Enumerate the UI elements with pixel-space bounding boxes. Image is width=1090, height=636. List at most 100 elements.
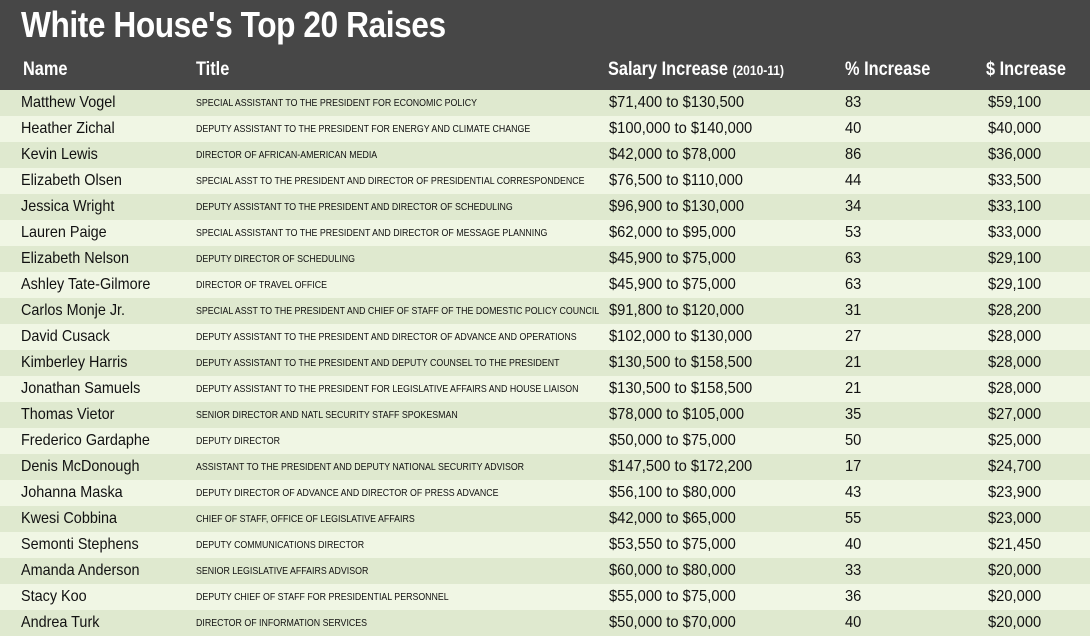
cell-percent: 36 — [845, 588, 862, 605]
cell-salary: $147,500 to $172,200 — [609, 458, 753, 475]
cell-salary: $130,500 to $158,500 — [609, 380, 753, 397]
cell-title: SPECIAL ASST TO THE PRESIDENT AND CHIEF … — [196, 305, 600, 317]
table-row: Semonti Stephens DEPUTY COMMUNICATIONS DI… — [0, 532, 1090, 558]
cell-dollar: $40,000 — [988, 120, 1042, 137]
cell-percent: 21 — [845, 380, 862, 397]
cell-title: DEPUTY CHIEF OF STAFF FOR PRESIDENTIAL P… — [196, 591, 449, 603]
cell-title: DEPUTY DIRECTOR OF ADVANCE AND DIRECTOR … — [196, 487, 499, 499]
cell-salary: $42,000 to $78,000 — [609, 146, 736, 163]
cell-percent: 31 — [845, 302, 862, 319]
cell-percent: 17 — [845, 458, 862, 475]
table-row: Kevin Lewis DIRECTOR OF AFRICAN-AMERICAN … — [0, 142, 1090, 168]
cell-dollar: $25,000 — [988, 432, 1042, 449]
cell-salary: $60,000 to $80,000 — [609, 562, 736, 579]
cell-dollar: $20,000 — [988, 614, 1042, 631]
header-name: Name — [23, 59, 68, 80]
cell-name: David Cusack — [21, 328, 110, 345]
cell-dollar: $28,000 — [988, 354, 1042, 371]
cell-salary: $50,000 to $75,000 — [609, 432, 736, 449]
cell-title: DEPUTY DIRECTOR OF SCHEDULING — [196, 253, 355, 265]
cell-title: DEPUTY ASSISTANT TO THE PRESIDENT AND DI… — [196, 201, 513, 213]
cell-salary: $55,000 to $75,000 — [609, 588, 736, 605]
table-row: Amanda Anderson SENIOR LEGISLATIVE AFFAIR… — [0, 558, 1090, 584]
cell-title: SPECIAL ASST TO THE PRESIDENT AND DIRECT… — [196, 175, 585, 187]
cell-name: Heather Zichal — [21, 120, 115, 137]
cell-percent: 53 — [845, 224, 862, 241]
table-row: Stacy Koo DEPUTY CHIEF OF STAFF FOR PRESI… — [0, 584, 1090, 610]
cell-name: Lauren Paige — [21, 224, 107, 241]
cell-salary: $100,000 to $140,000 — [609, 120, 753, 137]
cell-dollar: $28,000 — [988, 328, 1042, 345]
cell-percent: 21 — [845, 354, 862, 371]
cell-name: Jonathan Samuels — [21, 380, 141, 397]
cell-salary: $76,500 to $110,000 — [609, 172, 743, 189]
cell-percent: 43 — [845, 484, 862, 501]
cell-title: DEPUTY DIRECTOR — [196, 435, 280, 447]
cell-percent: 33 — [845, 562, 862, 579]
cell-title: CHIEF OF STAFF, OFFICE OF LEGISLATIVE AF… — [196, 513, 415, 525]
table-row: Heather Zichal DEPUTY ASSISTANT TO THE PR… — [0, 116, 1090, 142]
table-row: Johanna Maska DEPUTY DIRECTOR OF ADVANCE … — [0, 480, 1090, 506]
chart-title: White House's Top 20 Raises — [21, 4, 446, 45]
cell-title: DIRECTOR OF TRAVEL OFFICE — [196, 279, 328, 291]
cell-name: Frederico Gardaphe — [21, 432, 150, 449]
cell-percent: 50 — [845, 432, 862, 449]
cell-name: Ashley Tate-Gilmore — [21, 276, 151, 293]
table-row: Thomas Vietor SENIOR DIRECTOR AND NATL SE… — [0, 402, 1090, 428]
table-row: Carlos Monje Jr. SPECIAL ASST TO THE PRES… — [0, 298, 1090, 324]
table-row: Denis McDonough ASSISTANT TO THE PRESIDEN… — [0, 454, 1090, 480]
table-header: Name Title Salary Increase (2010-11) % I… — [0, 56, 1090, 86]
cell-name: Semonti Stephens — [21, 536, 139, 553]
header-percent: % Increase — [845, 59, 931, 80]
cell-dollar: $24,700 — [988, 458, 1042, 475]
cell-dollar: $36,000 — [988, 146, 1042, 163]
table-row: Andrea Turk DIRECTOR OF INFORMATION SERVI… — [0, 610, 1090, 636]
cell-name: Carlos Monje Jr. — [21, 302, 126, 319]
cell-percent: 55 — [845, 510, 862, 527]
cell-salary: $62,000 to $95,000 — [609, 224, 736, 241]
cell-dollar: $23,000 — [988, 510, 1042, 527]
cell-dollar: $33,100 — [988, 198, 1042, 215]
cell-title: DEPUTY ASSISTANT TO THE PRESIDENT FOR LE… — [196, 383, 579, 395]
table-row: Elizabeth Olsen SPECIAL ASST TO THE PRESI… — [0, 168, 1090, 194]
header-dollar: $ Increase — [986, 59, 1066, 80]
cell-name: Matthew Vogel — [21, 94, 116, 111]
cell-percent: 35 — [845, 406, 862, 423]
cell-name: Johanna Maska — [21, 484, 123, 501]
cell-salary: $53,550 to $75,000 — [609, 536, 736, 553]
table-row: David Cusack DEPUTY ASSISTANT TO THE PRES… — [0, 324, 1090, 350]
cell-salary: $50,000 to $70,000 — [609, 614, 736, 631]
table-row: Matthew Vogel SPECIAL ASSISTANT TO THE PR… — [0, 90, 1090, 116]
cell-percent: 44 — [845, 172, 862, 189]
cell-title: DEPUTY ASSISTANT TO THE PRESIDENT AND DE… — [196, 357, 560, 369]
cell-percent: 63 — [845, 250, 862, 267]
cell-dollar: $33,500 — [988, 172, 1042, 189]
cell-title: DIRECTOR OF INFORMATION SERVICES — [196, 617, 368, 629]
cell-title: ASSISTANT TO THE PRESIDENT AND DEPUTY NA… — [196, 461, 525, 473]
cell-name: Kevin Lewis — [21, 146, 98, 163]
cell-salary: $102,000 to $130,000 — [609, 328, 753, 345]
cell-salary: $45,900 to $75,000 — [609, 250, 736, 267]
cell-dollar: $33,000 — [988, 224, 1042, 241]
table-row: Frederico Gardaphe DEPUTY DIRECTOR $50,000… — [0, 428, 1090, 454]
cell-name: Jessica Wright — [21, 198, 115, 215]
cell-dollar: $27,000 — [988, 406, 1042, 423]
table-row: Jessica Wright DEPUTY ASSISTANT TO THE PR… — [0, 194, 1090, 220]
cell-percent: 86 — [845, 146, 862, 163]
cell-percent: 27 — [845, 328, 862, 345]
cell-percent: 40 — [845, 614, 862, 631]
cell-dollar: $21,450 — [988, 536, 1042, 553]
cell-title: DEPUTY ASSISTANT TO THE PRESIDENT FOR EN… — [196, 123, 531, 135]
header-salary-years: (2010-11) — [732, 62, 785, 78]
table-row: Elizabeth Nelson DEPUTY DIRECTOR OF SCHED… — [0, 246, 1090, 272]
cell-dollar: $28,000 — [988, 380, 1042, 397]
header-title: Title — [196, 59, 230, 80]
table-row: Lauren Paige SPECIAL ASSISTANT TO THE PRE… — [0, 220, 1090, 246]
cell-dollar: $20,000 — [988, 562, 1042, 579]
header-salary: Salary Increase (2010-11) — [608, 59, 784, 81]
cell-percent: 34 — [845, 198, 862, 215]
cell-salary: $56,100 to $80,000 — [609, 484, 736, 501]
cell-name: Kimberley Harris — [21, 354, 128, 371]
cell-dollar: $28,200 — [988, 302, 1042, 319]
